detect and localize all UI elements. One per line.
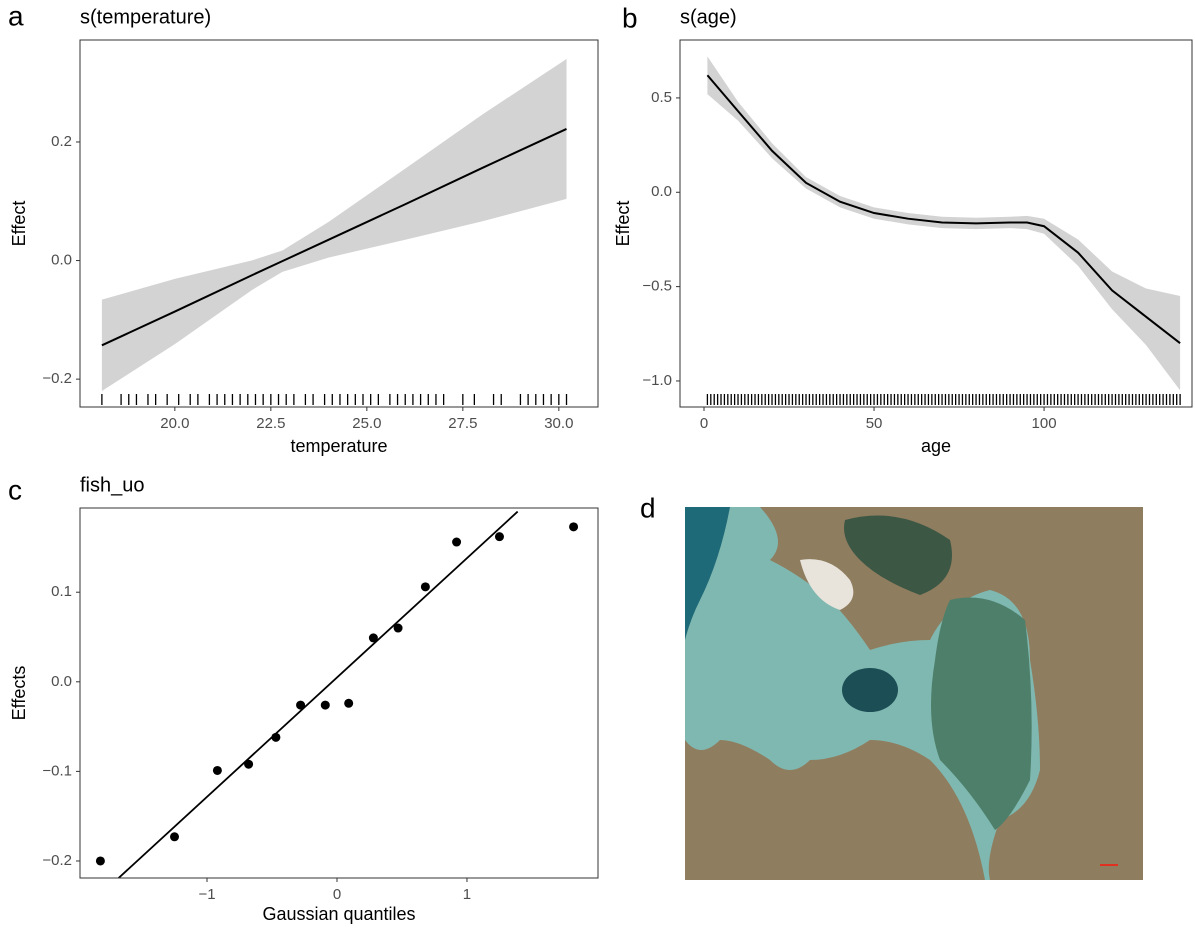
line [706,74,1181,345]
panel-label: b [622,2,638,33]
point [452,537,462,547]
panel-label: c [8,474,22,505]
point [420,582,430,592]
point [296,700,306,710]
point [494,532,504,542]
x-tick-label: 1 [463,886,471,903]
point [244,759,254,769]
x-tick-label: 25.0 [352,415,381,432]
y-tick-label: 0.1 [51,583,72,600]
y-tick-label: 0.0 [51,673,72,690]
point [212,765,222,775]
point [170,832,180,842]
x-axis-label: age [921,436,951,456]
y-axis-label: Effects [9,666,29,721]
point [320,700,330,710]
y-tick-label: 0.0 [51,252,72,269]
chart-title: fish_uo [80,474,145,496]
y-tick-label: 0.0 [651,183,672,200]
y-tick-label: −0.1 [42,762,72,779]
panel-label: a [8,0,24,31]
x-tick-label: 27.5 [448,415,477,432]
point [344,698,354,708]
x-tick-label: 0 [333,886,341,903]
panel-border [79,507,599,879]
y-tick-label: −1.0 [642,372,672,389]
chart-title: s(temperature) [80,6,211,28]
panel-border [79,39,599,408]
panel-border [679,39,1193,408]
y-tick-label: 0.5 [651,89,672,106]
x-axis-label: temperature [290,436,387,456]
line [101,128,567,347]
x-tick-label: 30.0 [544,415,573,432]
y-axis-label: Effect [9,201,29,247]
point [271,732,281,742]
confidence-band [101,58,567,391]
y-tick-label: −0.2 [42,852,72,869]
y-tick-label: −0.5 [642,278,672,295]
x-tick-label: 20.0 [160,415,189,432]
x-tick-label: 50 [866,415,883,432]
satellite-image [685,507,1143,880]
x-axis-label: Gaussian quantiles [262,904,415,924]
point [393,623,403,633]
x-tick-label: −1 [198,886,215,903]
x-tick-label: 0 [700,415,708,432]
y-axis-label: Effect [613,201,633,247]
x-tick-label: 22.5 [256,415,285,432]
y-tick-label: −0.2 [42,370,72,387]
panel-label: d [640,492,656,523]
chart-title: s(age) [680,6,737,28]
point [569,522,579,532]
reference-line [117,510,519,878]
point [368,633,378,643]
x-tick-label: 100 [1032,415,1057,432]
point [95,856,105,866]
y-tick-label: 0.2 [51,133,72,150]
